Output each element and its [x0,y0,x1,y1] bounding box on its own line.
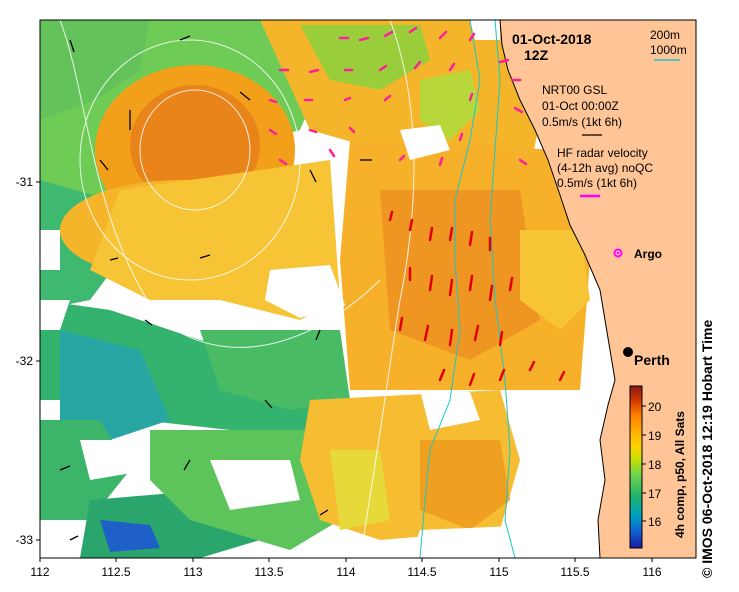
colorbar-tick-20: 20 [648,400,662,414]
hf-legend-line-2: (4-12h avg) noQC [557,161,653,175]
map-field: Argo Perth [40,20,696,558]
gsl-vectors [59,35,372,541]
argo-marker [613,248,623,258]
credit-text: © IMOS 06-Oct-2018 12:19 Hobart Time [699,319,715,578]
y-tick-31: -31 [16,175,34,189]
map-frame [39,19,697,559]
perth-label: Perth [634,352,670,368]
hf-radar-vectors [268,26,528,167]
colorbar [629,385,643,549]
colorbar-tick-16: 16 [648,515,662,529]
hf-legend-line-1: HF radar velocity [557,146,648,160]
gsl-legend-line-1: NRT00 GSL [542,83,607,97]
x-tick-116: 116 [642,565,661,579]
x-tick-115.5: 115.5 [560,565,589,579]
hf-radar-strong-vectors [388,210,566,387]
gsl-legend-line-2: 01-Oct 00:00Z [542,99,619,113]
colorbar-tick-17: 17 [648,487,662,501]
x-tick-114.5: 114.5 [407,565,436,579]
colorbar-tick-18: 18 [648,458,662,472]
sst-field [40,20,600,558]
colorbar-tick-19: 19 [648,429,662,443]
argo-label: Argo [634,247,662,261]
contour-legend-200m: 200m [650,28,680,42]
hf-legend-line-3: 0.5m/s (1kt 6h) [557,176,637,190]
x-tick-113.5: 113.5 [254,565,283,579]
colorbar-label: 4h comp, p50, All Sats [673,411,687,538]
date-label: 01-Oct-2018 [512,31,592,47]
contour-legend-1000m: 1000m [650,43,687,57]
perth-marker [623,347,633,357]
land [499,20,696,558]
time-label: 12Z [524,47,549,63]
x-tick-115: 115 [489,565,508,579]
x-tick-114: 114 [336,565,355,579]
ssh-contours [59,20,415,558]
x-tick-113: 113 [183,565,202,579]
x-tick-112: 112 [30,565,49,579]
bathymetry-contours [419,20,516,558]
gsl-legend-line-3: 0.5m/s (1kt 6h) [542,115,622,129]
y-tick-32: -32 [16,354,34,368]
x-tick-112.5: 112.5 [101,565,130,579]
y-tick-33: -33 [16,533,34,547]
